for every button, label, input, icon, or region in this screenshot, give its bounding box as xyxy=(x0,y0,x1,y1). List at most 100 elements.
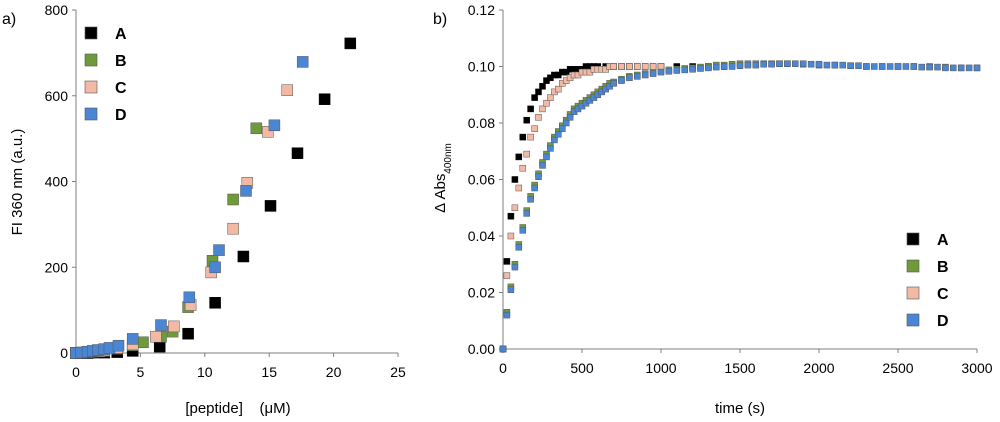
data-point-D xyxy=(847,62,854,69)
data-point-D xyxy=(807,60,815,68)
y-tick-label: 0.08 xyxy=(468,115,495,131)
x-tick-label: 2500 xyxy=(882,360,913,376)
x-axis-label-b: time (s) xyxy=(715,400,765,417)
data-point-D xyxy=(515,244,523,251)
data-point-D xyxy=(213,244,225,256)
data-point-D xyxy=(815,60,823,68)
data-point-D xyxy=(957,64,965,72)
data-point-C xyxy=(507,232,515,240)
data-point-D xyxy=(799,60,807,67)
data-point-C xyxy=(634,63,641,70)
data-points-a xyxy=(70,37,357,359)
panel-label-a: a) xyxy=(2,11,16,28)
data-point-C xyxy=(626,63,633,70)
legend-swatch-a-B xyxy=(84,53,98,67)
x-ticks-b: 0 500 1000 1500 2000 2500 3000 xyxy=(499,349,993,376)
data-point-A xyxy=(209,297,221,309)
data-point-C xyxy=(150,330,162,343)
y-axis-label-b: Δ Abs400nm xyxy=(432,143,454,213)
x-tick-label: 5 xyxy=(137,364,145,380)
data-point-C xyxy=(531,125,538,132)
data-point-C xyxy=(523,150,530,158)
legend-swatch-b-D xyxy=(906,313,920,327)
data-point-D xyxy=(918,63,925,71)
legend-label-b-B: B xyxy=(937,259,949,276)
data-point-D xyxy=(744,61,752,69)
data-point-A xyxy=(237,250,250,263)
data-point-D xyxy=(649,70,657,77)
data-point-C xyxy=(527,133,534,141)
data-point-C xyxy=(641,63,649,70)
data-point-C xyxy=(503,272,511,279)
data-point-C xyxy=(511,204,519,212)
legend-swatch-a-C xyxy=(84,80,98,94)
x-tick-label: 2000 xyxy=(803,360,834,376)
data-point-C xyxy=(618,63,625,70)
data-point-A xyxy=(511,176,519,183)
legend-swatch-a-A xyxy=(84,26,98,40)
data-point-D xyxy=(535,173,542,180)
data-point-D xyxy=(792,60,799,67)
data-point-D xyxy=(871,63,878,70)
data-point-D xyxy=(926,63,933,71)
legend-label-b-D: D xyxy=(937,313,949,330)
data-point-D xyxy=(784,60,791,67)
legend-swatch-a-D xyxy=(84,107,98,121)
data-point-D xyxy=(713,63,720,71)
data-point-D xyxy=(543,153,550,161)
x-tick-label: 1500 xyxy=(724,360,755,376)
legend-label-b-A: A xyxy=(937,232,949,249)
data-point-C xyxy=(610,63,617,70)
data-point-D xyxy=(934,63,941,71)
data-point-D xyxy=(268,119,281,132)
data-point-C xyxy=(168,320,180,333)
data-point-D xyxy=(855,62,862,69)
y-tick-label: 0.00 xyxy=(468,341,495,357)
data-point-D xyxy=(760,60,767,68)
data-point-D xyxy=(839,61,846,69)
data-point-D xyxy=(547,145,554,152)
x-tick-label: 15 xyxy=(261,364,277,380)
y-tick-label: 0.02 xyxy=(468,285,495,301)
data-point-D xyxy=(555,131,562,138)
data-point-C xyxy=(281,84,293,96)
data-point-D xyxy=(527,196,534,203)
data-points-b xyxy=(499,60,981,353)
data-point-C xyxy=(535,114,542,121)
data-point-D xyxy=(531,184,538,192)
data-point-C xyxy=(262,126,274,138)
data-point-D xyxy=(507,286,515,293)
data-point-D xyxy=(126,333,139,345)
data-point-D xyxy=(752,61,760,69)
x-tick-label: 0 xyxy=(499,360,507,376)
y-axis-label-b-main: Δ Abs xyxy=(432,174,449,213)
data-point-A xyxy=(523,116,530,124)
data-point-D xyxy=(902,63,910,70)
data-point-A xyxy=(182,327,194,340)
data-point-B xyxy=(250,122,263,135)
data-point-A xyxy=(539,83,546,90)
legend-label-a-C: C xyxy=(115,80,127,97)
y-tick-label: 200 xyxy=(45,259,69,275)
data-point-D xyxy=(665,68,673,75)
y-axis-label-a: FI 360 nm (a.u.) xyxy=(9,129,26,236)
data-point-D xyxy=(681,66,688,74)
data-point-D xyxy=(697,65,704,72)
legend-swatch-b-C xyxy=(906,286,920,300)
x-tick-label: 25 xyxy=(390,364,406,380)
legend-label-a-D: D xyxy=(115,107,127,124)
legend-swatch-b-A xyxy=(906,232,920,246)
data-point-A xyxy=(503,258,511,265)
y-tick-label: 0.12 xyxy=(468,2,495,18)
data-point-A xyxy=(527,105,534,113)
data-point-D xyxy=(894,63,902,70)
data-point-D xyxy=(559,125,566,132)
data-point-A xyxy=(519,133,527,141)
data-point-D xyxy=(539,162,546,169)
data-point-A xyxy=(344,37,357,50)
data-point-C xyxy=(227,222,239,235)
y-tick-label: 600 xyxy=(45,88,69,104)
data-point-D xyxy=(863,63,870,70)
data-point-D xyxy=(950,64,957,72)
